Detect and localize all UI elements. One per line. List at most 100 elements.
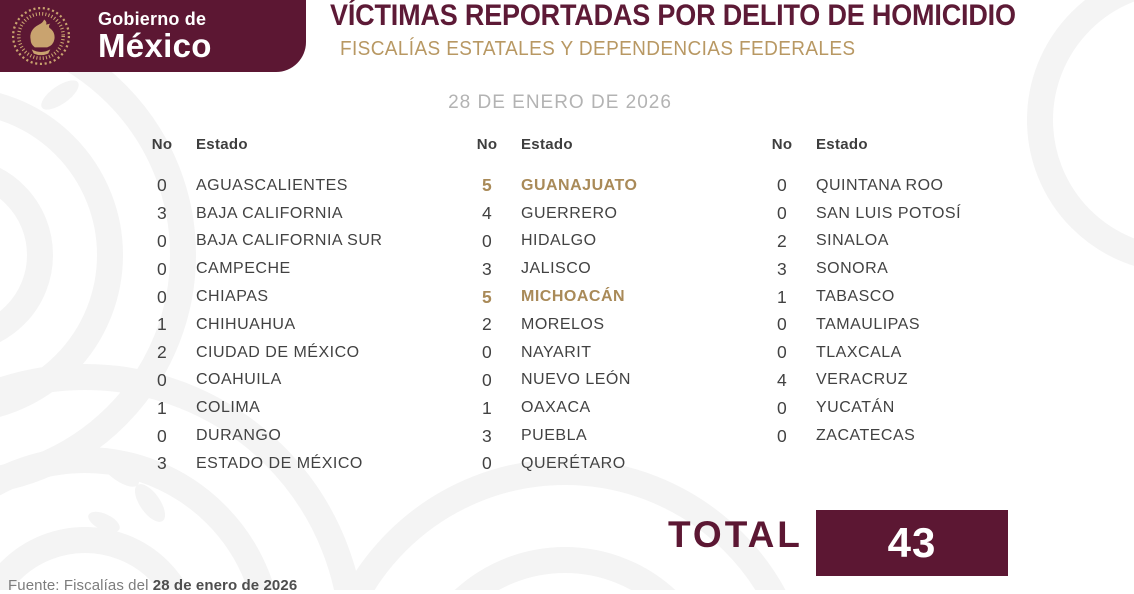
table-row: 5 MICHOACÁN [465,283,637,311]
column-header-estado: Estado [196,136,248,153]
table-row: 0 TLAXCALA [760,339,961,367]
brand-text: Gobierno de México [98,10,212,62]
table-row: 3 PUEBLA [465,422,637,450]
table-row: 1 TABASCO [760,283,961,311]
row-count: 0 [777,425,787,446]
total-label: TOTAL [668,514,803,555]
row-state: CHIAPAS [196,288,269,306]
government-logo: Gobierno de México [0,0,306,72]
table-row: 3 ESTADO DE MÉXICO [140,450,382,478]
table-row: 2 CIUDAD DE MÉXICO [140,339,382,367]
row-count: 3 [482,258,492,279]
row-state: NUEVO LEÓN [521,371,631,389]
column-header-no: No [476,136,498,153]
table-row: 3 SONORA [760,255,961,283]
row-state: QUINTANA ROO [816,176,944,194]
table-row: 0 DURANGO [140,422,382,450]
state-table-column-3: No Estado 0 QUINTANA ROO 0 SAN LUIS POTOSÍ 2… [760,136,961,450]
row-state: SONORA [816,260,889,278]
row-count: 3 [482,425,492,446]
table-row: 0 TAMAULIPAS [760,311,961,339]
row-state: NAYARIT [521,343,592,361]
row-state: TABASCO [816,288,895,306]
table-row: 0 CHIAPAS [140,283,382,311]
total-value-box: 43 [816,510,1008,576]
row-count: 0 [482,342,492,363]
row-count: 2 [777,230,787,251]
row-count: 5 [482,175,492,196]
table-row: 1 COLIMA [140,394,382,422]
state-table-column-2: No Estado 5 GUANAJUATO 4 GUERRERO 0 HIDALGO 3 J… [465,136,637,478]
report-date: 28 DE ENERO DE 2026 [448,92,672,113]
row-state: COAHUILA [196,371,282,389]
mexican-coat-of-arms-icon [11,6,71,66]
row-count: 0 [482,453,492,474]
row-state: PUEBLA [521,427,588,445]
column-header: No Estado [760,136,961,153]
table-row: 0 SAN LUIS POTOSÍ [760,200,961,228]
row-count: 2 [482,314,492,335]
row-count: 1 [157,314,167,335]
row-state: MICHOACÁN [521,288,626,306]
source-note-date: 28 de enero de 2026 [152,577,298,594]
row-state: COLIMA [196,399,261,417]
table-row: 0 CAMPECHE [140,255,382,283]
source-note: Fuente: Fiscalías del 28 de enero de 202… [8,577,297,594]
row-state: QUERÉTARO [521,454,626,472]
table-row: 0 BAJA CALIFORNIA SUR [140,228,382,256]
row-count: 0 [482,369,492,390]
row-state: MORELOS [521,315,605,333]
table-row: 4 VERACRUZ [760,367,961,395]
row-state: ZACATECAS [816,427,916,445]
row-count: 3 [157,203,167,224]
table-row: 1 OAXACA [465,394,637,422]
table-row: 4 GUERRERO [465,200,637,228]
brand-line1: Gobierno de [98,9,207,29]
row-count: 0 [157,175,167,196]
table-row: 2 MORELOS [465,311,637,339]
row-state: YUCATÁN [816,399,895,417]
row-state: GUERRERO [521,204,618,222]
row-state: OAXACA [521,399,591,417]
row-state: DURANGO [196,427,282,445]
row-state: CIUDAD DE MÉXICO [196,343,360,361]
row-state: ESTADO DE MÉXICO [196,454,363,472]
brand-line2: México [98,27,212,64]
row-count: 0 [777,203,787,224]
row-state: SAN LUIS POTOSÍ [816,204,962,222]
row-count: 0 [777,314,787,335]
table-row: 0 QUINTANA ROO [760,172,961,200]
row-state: BAJA CALIFORNIA SUR [196,232,383,250]
table-row: 0 HIDALGO [465,228,637,256]
row-state: HIDALGO [521,232,597,250]
table-row: 0 YUCATÁN [760,394,961,422]
table-row: 0 QUERÉTARO [465,450,637,478]
column-header-no: No [771,136,793,153]
row-count: 0 [157,425,167,446]
row-state: VERACRUZ [816,371,909,389]
row-count: 1 [777,286,787,307]
row-count: 0 [157,369,167,390]
table-row: 0 ZACATECAS [760,422,961,450]
column-header: No Estado [140,136,382,153]
row-count: 0 [777,342,787,363]
row-state: BAJA CALIFORNIA [196,204,344,222]
row-count: 0 [157,230,167,251]
row-state: TAMAULIPAS [816,315,920,333]
row-count: 0 [777,397,787,418]
column-header-estado: Estado [521,136,573,153]
row-count: 4 [482,203,492,224]
row-state: AGUASCALIENTES [196,176,348,194]
row-state: TLAXCALA [816,343,902,361]
source-note-prefix: Fuente: Fiscalías del [8,577,153,594]
page-title: VÍCTIMAS REPORTADAS POR DELITO DE HOMICI… [330,0,1016,32]
column-rows: 5 GUANAJUATO 4 GUERRERO 0 HIDALGO 3 JALISCO 5 MIC… [465,172,637,478]
row-count: 0 [157,286,167,307]
row-state: CAMPECHE [196,260,291,278]
table-row: 5 GUANAJUATO [465,172,637,200]
column-rows: 0 AGUASCALIENTES 3 BAJA CALIFORNIA 0 BAJA CAL… [140,172,382,478]
column-rows: 0 QUINTANA ROO 0 SAN LUIS POTOSÍ 2 SINALOA 3 SO… [760,172,961,450]
row-state: CHIHUAHUA [196,315,296,333]
page-subtitle: FISCALÍAS ESTATALES Y DEPENDENCIAS FEDER… [340,38,856,60]
